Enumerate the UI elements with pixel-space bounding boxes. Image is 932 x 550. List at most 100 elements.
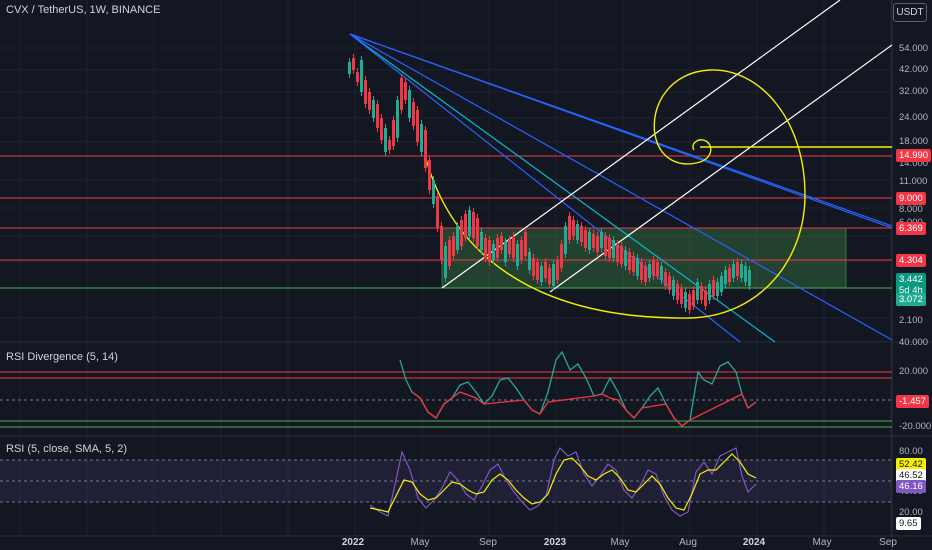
candle-body (456, 226, 459, 250)
symbol-title: CVX / TetherUS, 1W, BINANCE (6, 4, 161, 16)
candle-body (372, 100, 375, 118)
candle-body (556, 260, 559, 280)
time-tick: Sep (479, 537, 497, 548)
price-tick: 18.000 (899, 136, 929, 147)
time-tick: 2022 (341, 537, 365, 548)
candle-body (492, 244, 495, 260)
candle-body (664, 272, 667, 286)
price-tick: 54.000 (899, 43, 929, 54)
candle-body (488, 240, 491, 262)
price-tick: 2.100 (899, 315, 923, 326)
candle-body (636, 258, 639, 276)
candle-body (364, 80, 367, 104)
candle-body (540, 266, 543, 282)
price-level-badge: 4.304 (896, 254, 926, 267)
rsi-divergence-title: RSI Divergence (5, 14) (6, 351, 118, 363)
time-tick: May (610, 537, 630, 548)
candle-body (440, 226, 443, 260)
price-tick: 24.000 (899, 112, 929, 123)
candle-body (648, 264, 651, 278)
rsi-low-badge: 9.65 (896, 517, 921, 530)
candle-body (724, 270, 727, 284)
time-tick: Sep (879, 537, 897, 548)
candle-body (352, 58, 355, 70)
rsi-line-badge: 46.16 (896, 480, 926, 493)
candle-body (384, 128, 387, 152)
candle-body (452, 236, 455, 256)
candle-body (572, 220, 575, 236)
trend-fan-line (349, 33, 776, 343)
price-level-badge: 9.000 (896, 192, 926, 205)
candle-body (460, 220, 463, 246)
candle-body (692, 290, 695, 306)
candle-body (588, 232, 591, 250)
price-level-badge: 14.990 (896, 149, 932, 162)
trend-fan-line (349, 33, 893, 341)
candle-body (356, 72, 359, 82)
candle-body (536, 262, 539, 280)
candle-body (436, 196, 439, 228)
candle-body (388, 140, 391, 150)
candle-body (704, 290, 707, 306)
candle-body (712, 280, 715, 296)
rsi-div-tick: -20.000 (899, 421, 932, 432)
rsi-title: RSI (5, close, SMA, 5, 2) (6, 443, 128, 455)
price-tick: 42.000 (899, 64, 929, 75)
candle-body (748, 270, 751, 286)
currency-button[interactable]: USDT (893, 3, 927, 22)
candle-body (424, 130, 427, 168)
candle-body (680, 288, 683, 304)
candle-body (624, 250, 627, 266)
candle-body (392, 120, 395, 146)
candle-body (472, 212, 475, 238)
candle-body (376, 104, 379, 128)
candle-body (396, 100, 399, 138)
candle-body (500, 236, 503, 250)
candle-body (476, 218, 479, 246)
candle-body (496, 238, 499, 258)
rsi-tick: 80.00 (899, 446, 923, 457)
time-tick: May (410, 537, 430, 548)
candle-body (684, 292, 687, 308)
candle-body (740, 264, 743, 278)
candle-body (544, 262, 547, 278)
candle-body (508, 240, 511, 254)
candle-body (568, 216, 571, 240)
candle-body (548, 268, 551, 284)
rsi-ma-line (369, 453, 757, 513)
rsi-value-badge: 46.52 (896, 469, 926, 482)
candle-body (720, 276, 723, 292)
candle-body (716, 282, 719, 296)
rsi-divergence-line (399, 350, 757, 427)
candle-body (400, 78, 403, 110)
candle-body (564, 226, 567, 254)
candle-body (484, 238, 487, 258)
candle-body (404, 82, 407, 100)
candle-body (576, 224, 579, 240)
candle-body (700, 286, 703, 300)
price-tick: 8.000 (899, 204, 923, 215)
time-tick: 2023 (543, 537, 567, 548)
candle-body (504, 242, 507, 262)
candle-body (672, 280, 675, 296)
candle-body (552, 264, 555, 286)
rsi-divergence-negative-line (411, 391, 757, 427)
candle-body (736, 262, 739, 276)
candle-body (448, 240, 451, 266)
candle-body (584, 230, 587, 248)
candle-body (468, 210, 471, 236)
rsi-div-tick: 20.000 (899, 366, 929, 377)
rsi-tick: 20.00 (899, 507, 923, 518)
candle-body (512, 236, 515, 258)
candle-body (580, 226, 583, 242)
support-level-badge: 3.072 (896, 293, 926, 306)
time-tick: May (812, 537, 832, 548)
candle-body (428, 160, 431, 190)
candle-body (656, 262, 659, 276)
candle-body (640, 262, 643, 280)
candle-body (516, 244, 519, 266)
candle-body (464, 214, 467, 238)
candle-body (632, 256, 635, 272)
candle-body (368, 92, 371, 110)
